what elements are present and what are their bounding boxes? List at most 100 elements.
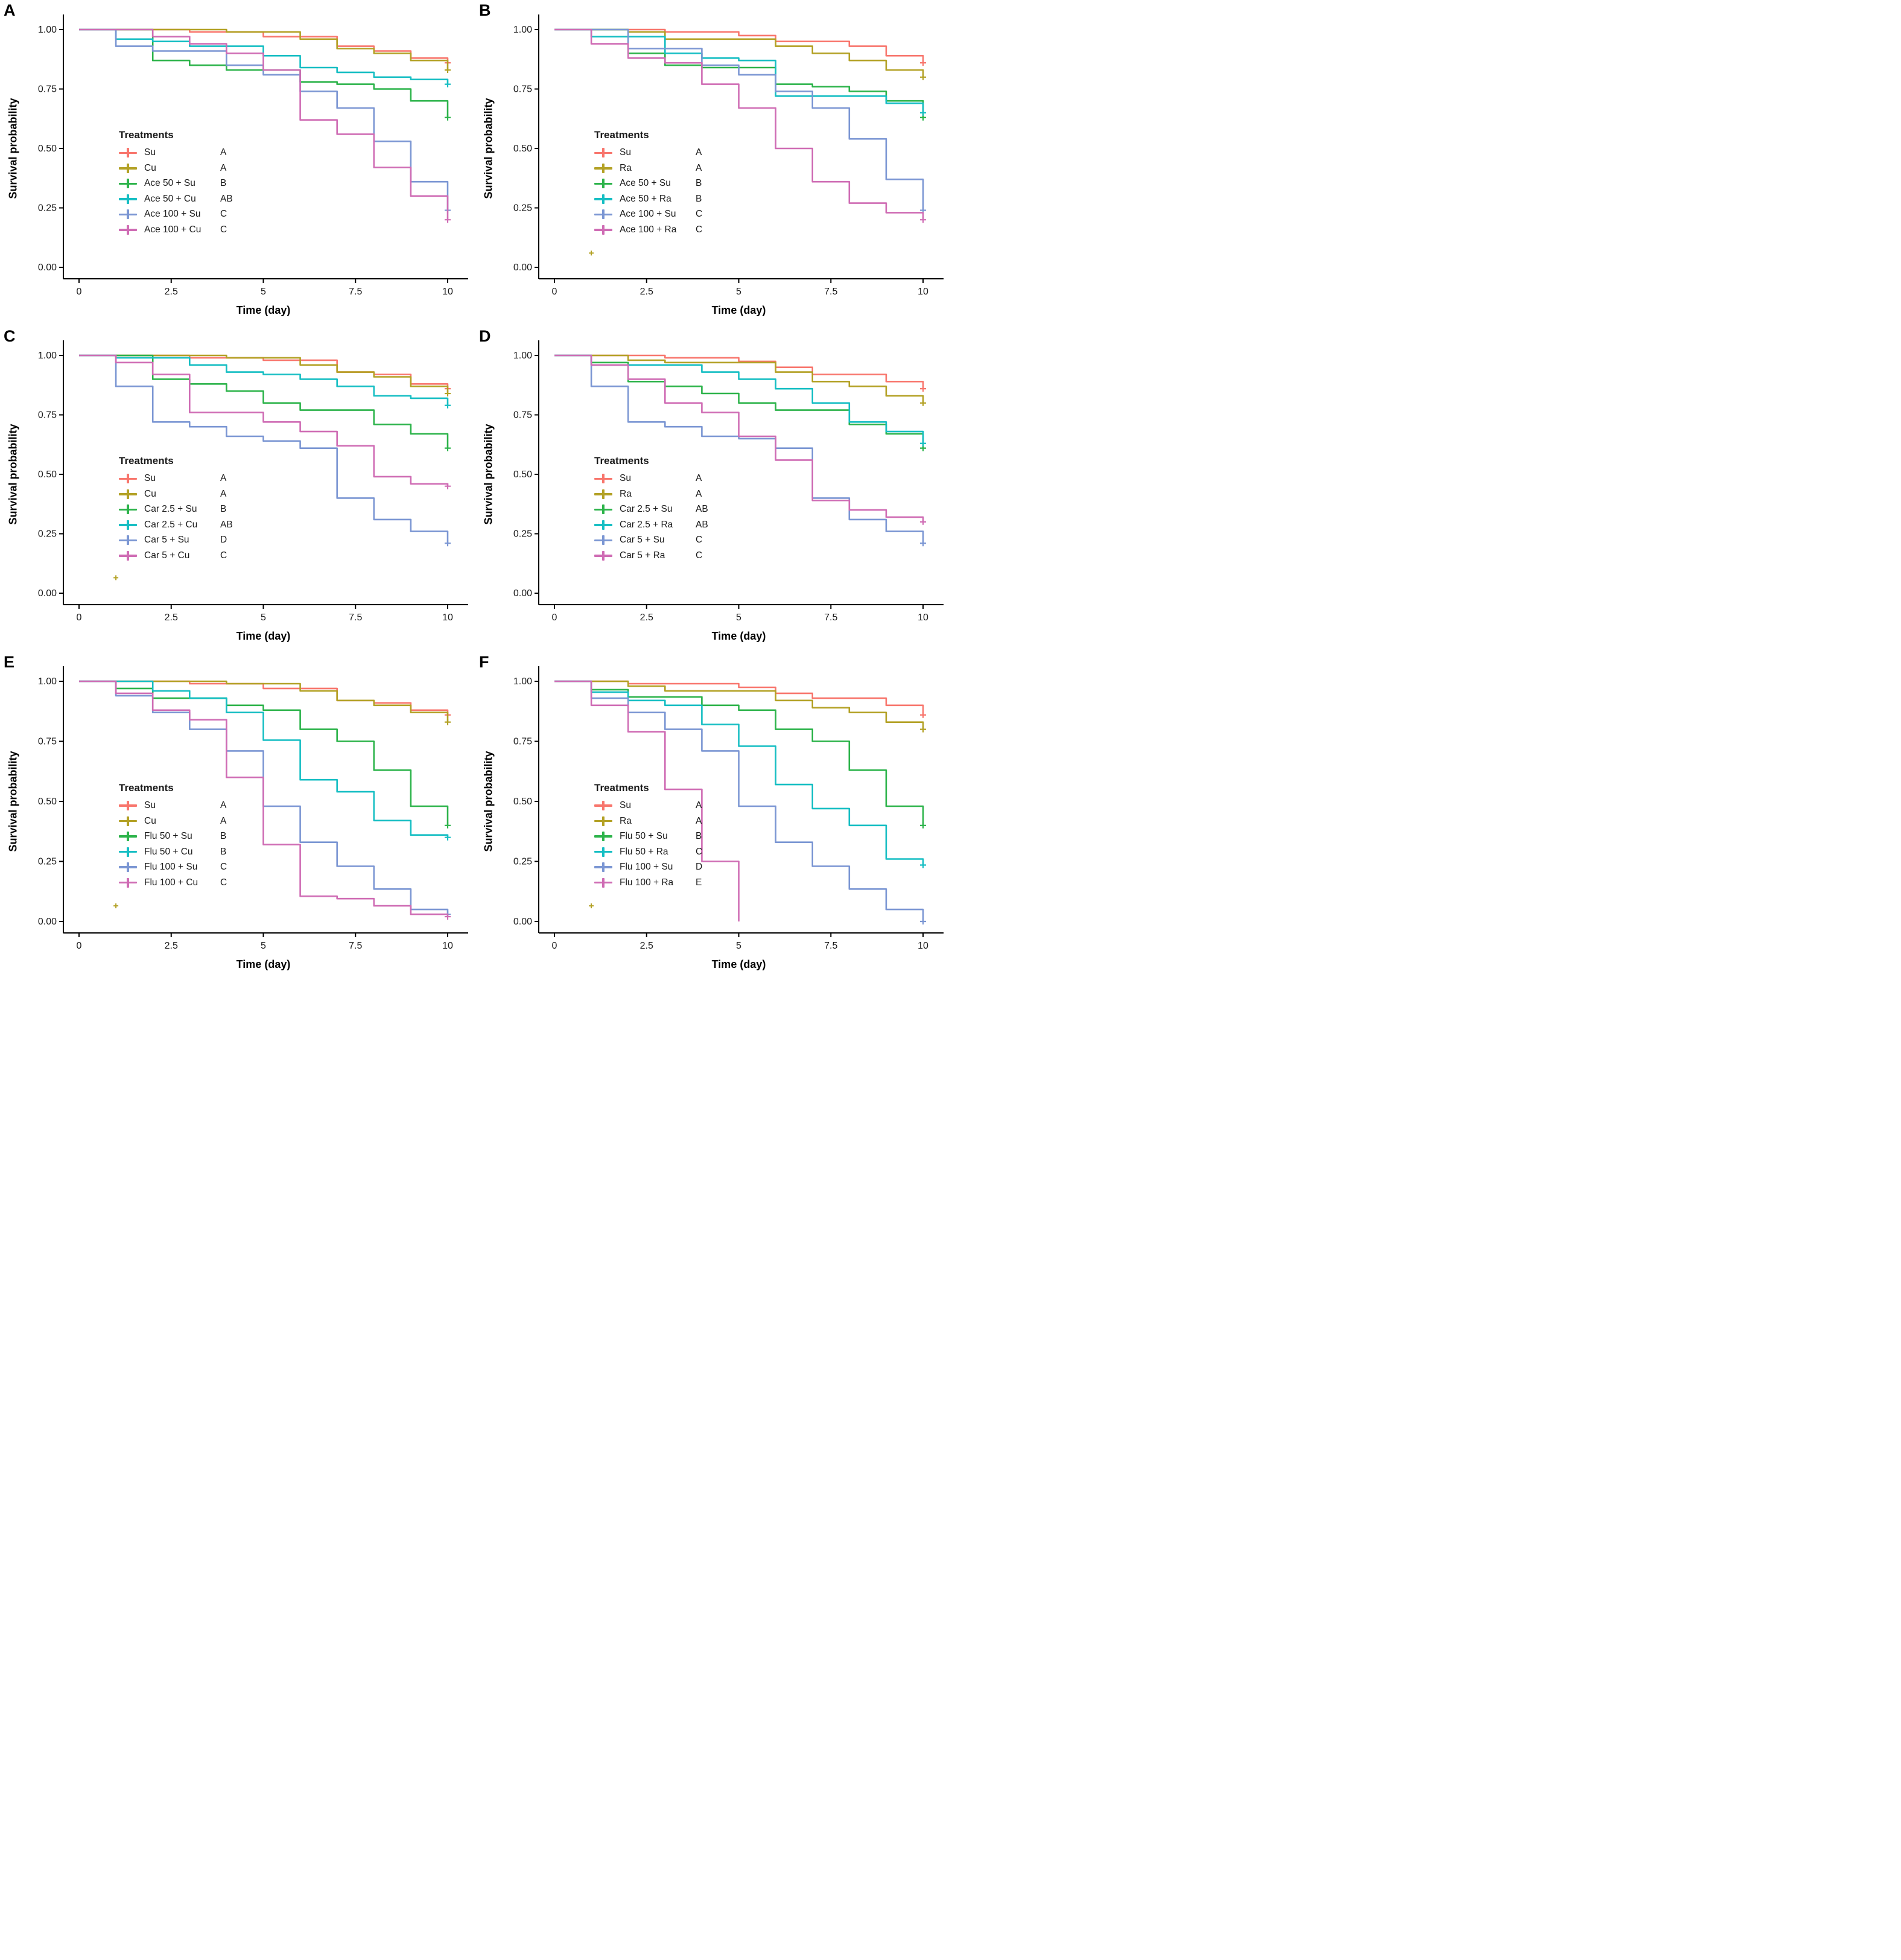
legend-item-label: Car 5 + Ra — [620, 550, 665, 561]
legend-key-icon — [119, 801, 137, 811]
legend-key-cross — [602, 224, 605, 235]
survival-plot-svg: 0 2.5 5 7.5 10 0.00 0.25 0.50 0.75 1.00 — [38, 14, 468, 297]
y-tick-label: 0.25 — [38, 203, 57, 214]
survival-curve-ace-50-cu — [79, 28, 449, 84]
legend-item-label: Car 2.5 + Cu — [144, 519, 198, 530]
censor-mark — [920, 440, 926, 447]
survival-curve-ace-50-ra — [554, 28, 924, 113]
legend-key-cross — [127, 862, 129, 873]
legend-group-label: B — [220, 831, 227, 842]
legend-group-label: E — [696, 877, 702, 888]
legend-group-label: B — [696, 178, 702, 189]
legend-key-cross — [127, 179, 129, 189]
legend-item: Ace 100 + Su C — [594, 209, 702, 220]
legend-item-label: Flu 50 + Su — [144, 831, 192, 842]
x-tick-label: 2.5 — [640, 941, 653, 951]
legend-key-icon — [119, 862, 137, 873]
y-tick-label: 0.75 — [38, 84, 57, 95]
legend-key-cross — [602, 474, 605, 484]
legend-item-label: Car 5 + Su — [144, 535, 189, 546]
km-panel-f: F 0 2.5 5 7.5 10 0.00 0.25 0.50 0.75 1.00 Time (day… — [475, 652, 951, 980]
km-panel-b: B 0 2.5 5 7.5 10 0.00 0.25 0.50 0.75 1.00 Time (day… — [475, 0, 951, 326]
legend-key-cross — [602, 832, 605, 842]
legend-group-label: B — [696, 831, 702, 842]
legend-item-label: Ace 100 + Ra — [620, 224, 677, 235]
survival-curve-car-5-cu — [79, 354, 449, 486]
survival-plot-svg: 0 2.5 5 7.5 10 0.00 0.25 0.50 0.75 1.00 — [513, 340, 944, 623]
legend-item-label: Ace 100 + Su — [620, 209, 676, 220]
legend-key-icon — [119, 179, 137, 189]
treatments-legend: Treatments Su A Cu A Car 2.5 + Su B Car 2.5 + C… — [119, 455, 233, 565]
survival-plot-svg: 0 2.5 5 7.5 10 0.00 0.25 0.50 0.75 1.00 — [513, 14, 944, 297]
legend-item: Car 2.5 + Su AB — [594, 504, 708, 515]
km-panel-a: A 0 2.5 5 7.5 10 0.00 0.25 0.50 0.75 1.00 Time (day… — [0, 0, 475, 326]
x-tick-label: 10 — [918, 287, 928, 297]
x-tick-label: 5 — [261, 941, 266, 951]
x-axis-title: Time (day) — [711, 630, 766, 642]
y-tick-label: 0.75 — [38, 410, 57, 421]
legend-group-label: A — [220, 815, 227, 826]
legend-title: Treatments — [594, 782, 649, 794]
y-tick-label: 1.00 — [513, 25, 532, 35]
legend-group-label: D — [696, 862, 703, 873]
censor-mark — [920, 60, 926, 66]
legend-key-icon — [594, 148, 612, 158]
survival-curve-car-5-ra — [554, 354, 924, 522]
treatments-legend: Treatments Su A Ra A Ace 50 + Su B Ace 50 + Ra B… — [594, 129, 702, 240]
survival-curve-car-2-5-cu — [79, 354, 449, 406]
x-tick-label: 7.5 — [349, 287, 362, 297]
legend-key-icon — [119, 535, 137, 546]
censor-mark — [920, 822, 926, 829]
censor-mark — [920, 726, 926, 733]
legend-item-label: Cu — [144, 162, 156, 173]
x-tick-label: 10 — [442, 612, 453, 623]
legend-key-cross — [602, 163, 605, 173]
legend-key-cross — [127, 163, 129, 173]
x-tick-label: 0 — [552, 612, 557, 623]
legend-group-label: A — [220, 473, 227, 484]
legend-item-label: Ace 100 + Cu — [144, 224, 202, 235]
legend-group-label: C — [220, 209, 227, 220]
x-tick-label: 5 — [736, 941, 741, 951]
legend-key-icon — [119, 474, 137, 484]
y-tick-label: 0.25 — [513, 203, 532, 214]
survival-curve-flu-100-su — [554, 680, 924, 921]
legend-item-label: Flu 50 + Ra — [620, 846, 668, 857]
x-tick-label: 7.5 — [349, 612, 362, 623]
censor-mark — [445, 217, 451, 223]
legend-key-icon — [594, 801, 612, 811]
legend-group-label: C — [696, 550, 703, 561]
panel-letter: B — [479, 1, 491, 19]
censor-mark — [445, 402, 451, 409]
censor-mark — [920, 109, 926, 116]
x-tick-label: 0 — [77, 287, 82, 297]
legend-key-icon — [119, 847, 137, 857]
legend-key-cross — [127, 148, 129, 158]
legend-item-label: Ra — [620, 815, 632, 826]
y-tick-label: 1.00 — [513, 351, 532, 361]
legend-item: Car 2.5 + Cu AB — [119, 520, 233, 530]
legend-key-cross — [127, 474, 129, 484]
x-tick-label: 0 — [552, 287, 557, 297]
legend-item: Ace 100 + Su C — [119, 209, 233, 220]
censor-mark — [445, 390, 451, 397]
legend-item: Car 5 + Ra C — [594, 550, 708, 561]
legend-group-label: C — [696, 224, 703, 235]
x-tick-label: 0 — [77, 612, 82, 623]
censor-mark — [920, 862, 926, 868]
legend-key-icon — [594, 877, 612, 888]
x-axis-title: Time (day) — [236, 630, 291, 642]
x-axis-title: Time (day) — [236, 958, 291, 970]
x-tick-label: 2.5 — [640, 612, 653, 623]
legend-key-icon — [594, 489, 612, 499]
legend-key-icon — [119, 877, 137, 888]
x-axis-title: Time (day) — [236, 304, 291, 316]
x-tick-label: 5 — [261, 612, 266, 623]
y-tick-label: 0.75 — [513, 737, 532, 747]
legend-item: Ra A — [594, 816, 702, 827]
legend-key-cross — [602, 816, 605, 826]
legend-title: Treatments — [594, 455, 649, 467]
legend-key-icon — [594, 816, 612, 826]
legend-group-label: B — [696, 193, 702, 204]
legend-item: Ace 50 + Ra B — [594, 194, 702, 205]
